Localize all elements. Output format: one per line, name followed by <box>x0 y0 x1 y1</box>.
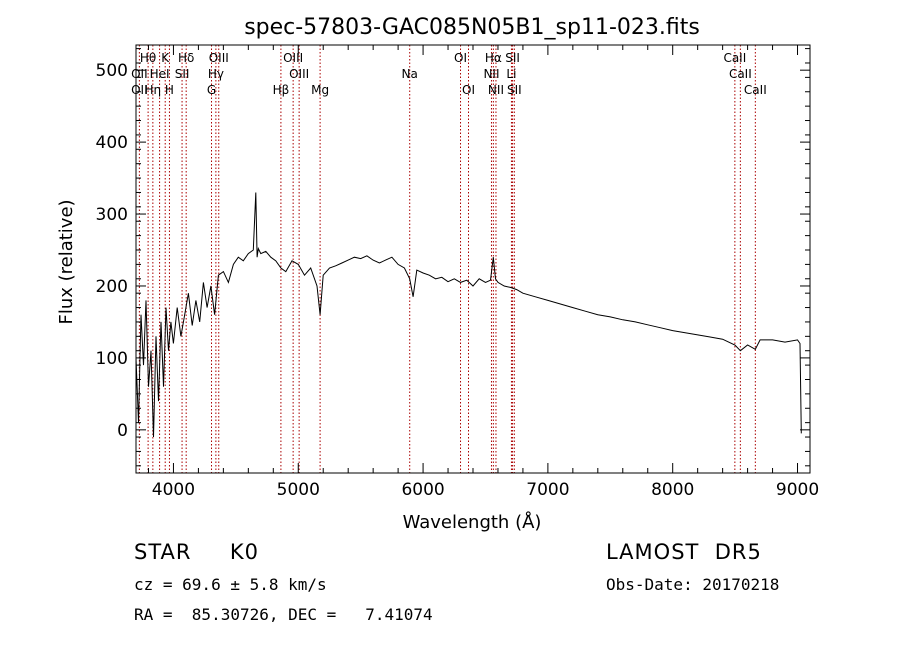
spectral-line-label: OIII <box>209 51 229 65</box>
spectral-line-label: OIII <box>283 51 303 65</box>
spectral-line-label: CaII <box>744 83 767 97</box>
spectral-line-label: OI <box>454 51 467 65</box>
redshift-cz: cz = 69.6 ± 5.8 km/s <box>134 575 327 594</box>
spectral-line-label: CaII <box>723 51 746 65</box>
x-tick-label: 5000 <box>277 480 320 500</box>
y-tick-label: 400 <box>96 133 128 153</box>
spectral-line-label: Li <box>506 67 516 81</box>
spectral-line-label: K <box>161 51 170 65</box>
spectral-line-label: Hα <box>485 51 502 65</box>
y-tick-label: 100 <box>96 349 128 369</box>
spectral-line-label: CaII <box>729 67 752 81</box>
survey-name: LAMOST DR5 <box>606 540 762 564</box>
spectral-line-label: SII <box>507 83 522 97</box>
x-axis-label: Wavelength (Å) <box>403 511 542 533</box>
x-tick-label: 8000 <box>651 480 694 500</box>
spectral-line-label: OIII <box>289 67 309 81</box>
spectral-line-label: H <box>165 83 174 97</box>
x-tick-label: 4000 <box>152 480 195 500</box>
spectral-line-label: Hγ <box>208 67 224 81</box>
spectral-line-label: NII <box>488 83 504 97</box>
spectral-line-label: Hη <box>145 83 162 97</box>
spectral-line-label: OII <box>131 83 148 97</box>
y-tick-label: 0 <box>117 421 128 441</box>
chart-title: spec-57803-GAC085N05B1_sp11-023.fits <box>244 15 700 40</box>
spectral-line-label: SII <box>505 51 520 65</box>
spectral-line-label: G <box>207 83 216 97</box>
y-tick-label: 200 <box>96 277 128 297</box>
object-class: STAR K0 <box>134 540 259 564</box>
obs-date: Obs-Date: 20170218 <box>606 575 780 594</box>
ra-dec-coords: RA = 85.30726, DEC = 7.41074 <box>134 605 433 624</box>
y-axis-label: Flux (relative) <box>56 199 77 324</box>
spectral-line-label: Mg <box>311 83 329 97</box>
spectral-line-label: OII <box>131 67 148 81</box>
x-tick-label: 6000 <box>401 480 444 500</box>
spectral-line-label: Hδ <box>178 51 194 65</box>
spectral-line-label: Hβ <box>273 83 290 97</box>
spectral-line-label: NII <box>483 67 499 81</box>
spectrum-line <box>135 192 802 438</box>
spectral-line-label: Na <box>402 67 418 81</box>
x-tick-label: 7000 <box>526 480 569 500</box>
x-tick-label: 9000 <box>776 480 819 500</box>
spectral-line-label: HeI <box>150 67 170 81</box>
spectral-line-label: SII <box>175 67 190 81</box>
y-tick-label: 500 <box>96 61 128 81</box>
y-tick-label: 300 <box>96 205 128 225</box>
spectral-line-label: Hθ <box>140 51 156 65</box>
spectral-line-label: OI <box>462 83 475 97</box>
